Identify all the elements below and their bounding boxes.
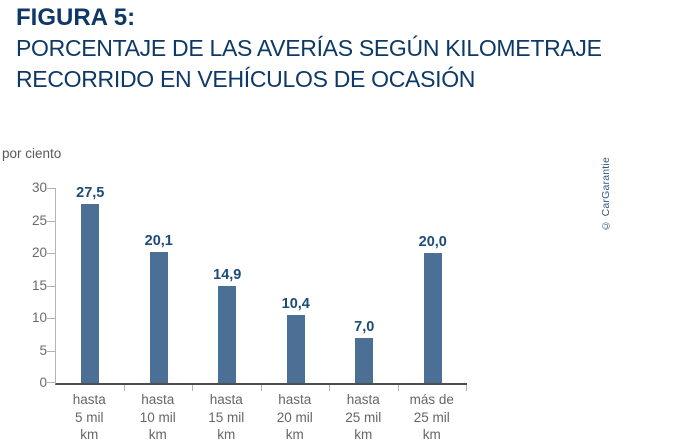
y-axis-tick-label: 10 xyxy=(31,310,47,325)
y-axis-tick-label: 15 xyxy=(31,277,47,293)
bar xyxy=(286,315,305,383)
y-axis-tick xyxy=(47,318,55,319)
copyright-note: © CarGarantie xyxy=(600,157,612,232)
bar-value-label: 10,4 xyxy=(281,296,310,313)
x-axis-category-label-line: hasta xyxy=(141,392,175,407)
y-axis-tick xyxy=(47,188,55,189)
y-axis-tick xyxy=(47,382,55,383)
x-axis-category-label-line: 10 mil xyxy=(139,409,176,425)
x-axis-category-label-line: km xyxy=(148,427,167,442)
bar xyxy=(81,204,100,383)
x-axis-category-label-line: 25 mil xyxy=(413,409,450,425)
x-axis-category-label-line: hasta xyxy=(346,392,380,407)
x-axis-category-label-line: 25 mil xyxy=(345,409,382,425)
figure-subtitle-line-2: RECORRIDO EN VEHÍCULOS DE OCASIÓN xyxy=(16,66,476,92)
x-axis-category-label-line: hasta xyxy=(72,392,106,407)
x-axis-tick xyxy=(397,385,399,391)
x-axis-category-label-line: hasta xyxy=(278,392,312,407)
x-axis-category-label-line: 5 mil xyxy=(74,409,104,425)
y-axis-tick xyxy=(47,285,55,287)
y-axis-tick-label: 0 xyxy=(39,375,47,390)
x-axis-category-label-line: más de xyxy=(409,392,454,407)
x-axis-category-label: hasta 15 mil km xyxy=(190,391,262,444)
y-axis-unit-label: por ciento xyxy=(2,146,62,161)
bar xyxy=(355,337,374,383)
x-axis-category-label-line: km xyxy=(80,427,99,442)
x-axis-category-label-line: km xyxy=(422,427,441,442)
x-axis-category-label: hasta 5 mil km xyxy=(53,391,125,444)
x-axis-category-label-line: km xyxy=(217,427,236,442)
figure-title: FIGURA 5: xyxy=(16,4,136,31)
y-axis-tick-label: 30 xyxy=(31,180,47,195)
x-axis-category-label: hasta 25 mil km xyxy=(327,391,399,444)
y-axis-tick-label: 5 xyxy=(39,342,47,358)
y-axis-tick-label: 20 xyxy=(31,245,47,260)
bar-value-label: 27,5 xyxy=(76,185,105,202)
figure-subtitle-line-1: PORCENTAJE DE LAS AVERÍAS SEGÚN KILOMETR… xyxy=(16,35,602,61)
x-axis-category-label-line: km xyxy=(285,427,304,442)
x-axis-tick xyxy=(123,385,125,391)
bar-value-label: 14,9 xyxy=(213,267,242,284)
x-axis-category-label: más de 25 mil km xyxy=(396,391,468,444)
y-axis-tick xyxy=(47,253,55,254)
x-axis-category-label-line: hasta xyxy=(209,392,243,407)
y-axis-tick-label: 25 xyxy=(31,212,47,228)
y-axis-tick xyxy=(47,220,55,222)
bar xyxy=(423,253,442,383)
x-axis-tick xyxy=(192,385,193,391)
x-axis-tick xyxy=(466,385,467,391)
bar-value-label: 20,1 xyxy=(144,233,173,250)
x-axis-category-label-line: km xyxy=(354,427,373,442)
x-axis-tick xyxy=(260,385,262,391)
x-axis-category-label-line: 15 mil xyxy=(208,409,245,425)
y-axis-tick xyxy=(47,350,55,352)
x-axis-category-label: hasta 10 mil km xyxy=(122,391,194,444)
figure-subtitle: PORCENTAJE DE LAS AVERÍAS SEGÚN KILOMETR… xyxy=(16,33,602,95)
x-axis-category-label-line: 20 mil xyxy=(276,409,313,425)
x-axis-tick xyxy=(329,385,330,391)
bar xyxy=(218,286,237,383)
bar xyxy=(149,252,168,383)
plot-area: 0 5 10 15 20 25 30 27,5 20,1 14,9 10,4 7,0 20,0 xyxy=(32,180,467,391)
bar-value-label: 20,0 xyxy=(418,234,447,250)
bar-value-label: 7,0 xyxy=(354,318,375,335)
x-axis-category-label: hasta 20 mil km xyxy=(259,391,331,444)
